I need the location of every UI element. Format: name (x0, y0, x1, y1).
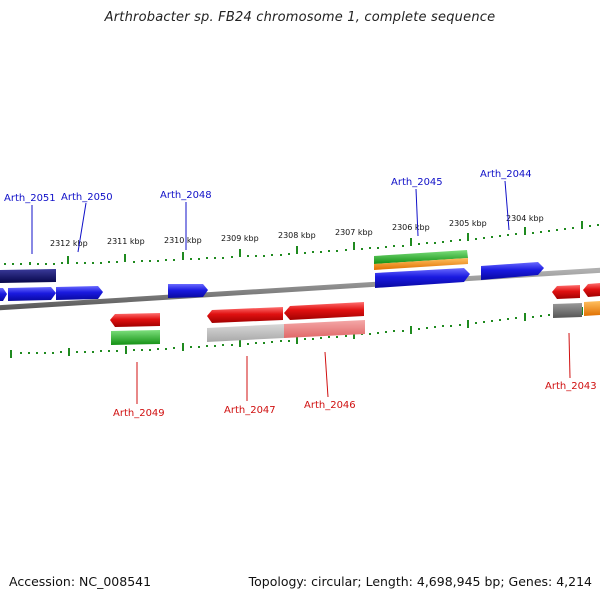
feature-arth-2044[interactable] (481, 262, 544, 280)
feature-arth-2045-orange[interactable] (374, 258, 468, 270)
gene-label-arth-2044[interactable]: Arth_2044 (480, 169, 532, 180)
feature-arth-2049-red[interactable] (110, 313, 160, 327)
feature-orange-right[interactable] (584, 301, 600, 316)
feature-arth-2050-b[interactable] (56, 286, 103, 300)
feature-arth-2045-blue[interactable] (375, 268, 470, 288)
forward-features (0, 250, 544, 301)
topology-summary: Topology: circular; Length: 4,698,945 bp… (248, 574, 592, 589)
ruler-labels: 2312 kbp 2311 kbp 2310 kbp 2309 kbp 2308… (50, 214, 544, 248)
feature-arth-2043-red[interactable] (552, 285, 580, 299)
ruler-label-2308: 2308 kbp (278, 231, 316, 240)
ruler-label-2305: 2305 kbp (449, 219, 487, 228)
feature-arth-2047-red[interactable] (207, 307, 283, 323)
feature-arth-2045-green[interactable] (374, 250, 468, 264)
feature-arth-2046-pink[interactable] (284, 320, 365, 338)
feature-blue-left-a[interactable] (0, 288, 7, 301)
feature-arth-2049-green[interactable] (111, 330, 160, 345)
upper-ruler (4, 221, 599, 265)
ruler-label-2309: 2309 kbp (221, 234, 259, 243)
gene-label-arth-2043[interactable]: Arth_2043 (545, 381, 597, 392)
gene-label-arth-2051[interactable]: Arth_2051 (4, 193, 56, 204)
accession-text: Accession: NC_008541 (9, 574, 152, 589)
gene-label-arth-2046[interactable]: Arth_2046 (304, 400, 356, 411)
gene-labels: Arth_2051 Arth_2050 Arth_2048 Arth_2045 … (4, 169, 597, 419)
gene-label-arth-2045[interactable]: Arth_2045 (391, 177, 443, 188)
feature-arth-2046-red[interactable] (284, 302, 364, 320)
feature-arth-2050-a[interactable] (8, 287, 56, 301)
gene-label-arth-2047[interactable]: Arth_2047 (224, 405, 276, 416)
map-title: Arthrobacter sp. FB24 chromosome 1, comp… (104, 10, 496, 25)
ruler-label-2311: 2311 kbp (107, 237, 145, 246)
ruler-label-2304: 2304 kbp (506, 214, 544, 223)
feature-arth-2043-gray[interactable] (553, 303, 582, 318)
feature-arth-2051[interactable] (0, 269, 56, 283)
feature-red-right[interactable] (583, 283, 600, 297)
gene-label-arth-2048[interactable]: Arth_2048 (160, 190, 212, 201)
ruler-label-2310: 2310 kbp (164, 236, 202, 245)
feature-arth-2048[interactable] (168, 284, 208, 298)
leader-lines (31, 180, 571, 404)
ruler-label-2306: 2306 kbp (392, 223, 430, 232)
ruler-label-2312: 2312 kbp (50, 239, 88, 248)
feature-arth-2047-gray[interactable] (207, 324, 284, 342)
gene-label-arth-2049[interactable]: Arth_2049 (113, 408, 165, 419)
gene-label-arth-2050[interactable]: Arth_2050 (61, 192, 113, 203)
reverse-features (110, 283, 600, 345)
ruler-label-2307: 2307 kbp (335, 228, 373, 237)
